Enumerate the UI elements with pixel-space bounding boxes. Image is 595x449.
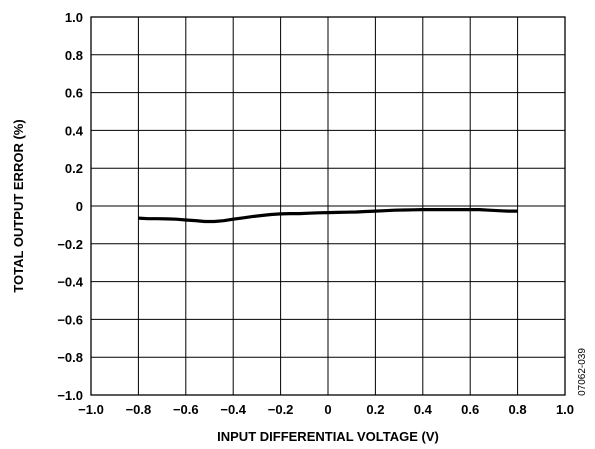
plot-frame	[90, 16, 566, 396]
y-tick-label: 1.0	[65, 10, 83, 25]
y-tick-labels: 1.0 0.8 0.6 0.4 0.2 0 −0.2 −0.4 −0.6 −0.8 −1.0	[57, 10, 83, 403]
x-tick-label: 0.8	[509, 402, 527, 417]
figure-code: 07062-039	[577, 348, 588, 396]
x-axis-title: INPUT DIFFERENTIAL VOLTAGE (V)	[217, 429, 439, 444]
y-tick-label: −1.0	[57, 388, 83, 403]
y-tick-label: 0.2	[65, 161, 83, 176]
x-tick-label: −1.0	[78, 402, 104, 417]
y-tick-label: 0	[76, 199, 83, 214]
x-tick-label: 0.6	[461, 402, 479, 417]
x-tick-label: 0.2	[366, 402, 384, 417]
y-axis-title: TOTAL OUTPUT ERROR (%)	[11, 119, 26, 292]
series-group	[138, 208, 518, 224]
series-line	[138, 208, 518, 224]
x-tick-label: 0.4	[414, 402, 433, 417]
y-tick-label: −0.6	[57, 312, 83, 327]
y-tick-label: −0.2	[57, 237, 83, 252]
y-tick-label: −0.8	[57, 350, 83, 365]
x-tick-labels: −1.0 −0.8 −0.6 −0.4 −0.2 0 0.2 0.4 0.6 0.8 1.0	[78, 402, 574, 417]
x-tick-label: −0.2	[268, 402, 294, 417]
y-tick-label: −0.4	[57, 275, 83, 290]
grid	[91, 17, 565, 395]
y-tick-label: 0.8	[65, 48, 83, 63]
y-tick-label: 0.4	[65, 123, 84, 138]
x-tick-label: −0.8	[126, 402, 152, 417]
x-tick-label: −0.4	[220, 402, 246, 417]
x-tick-label: 0	[324, 402, 331, 417]
y-tick-label: 0.6	[65, 86, 83, 101]
x-tick-label: 1.0	[556, 402, 574, 417]
x-tick-label: −0.6	[173, 402, 199, 417]
